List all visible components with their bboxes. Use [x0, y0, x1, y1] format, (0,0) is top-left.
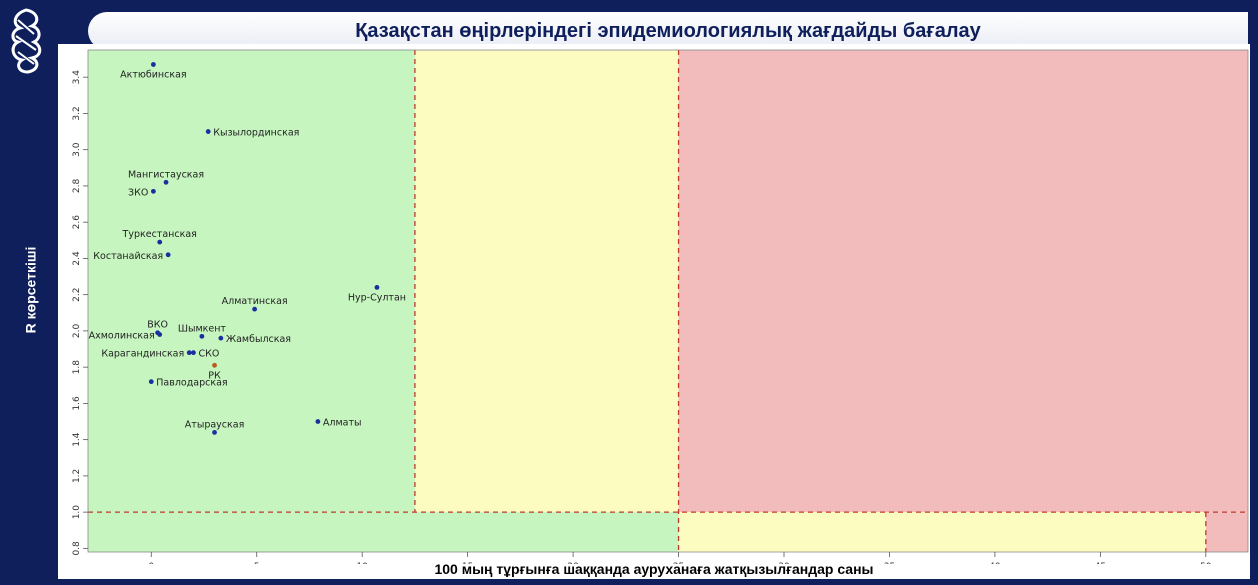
- x-tick-label: 45: [1095, 562, 1106, 564]
- y-tick-label: 2.0: [72, 323, 82, 338]
- data-point: [252, 306, 258, 312]
- x-tick-label: 15: [462, 562, 473, 564]
- data-point-label: Мангистауская: [128, 169, 204, 180]
- x-tick-label: 25: [673, 562, 684, 564]
- title-bar: Қазақстан өңірлеріндегі эпидемиологиялық…: [88, 12, 1248, 50]
- x-tick-label: 35: [884, 562, 895, 564]
- data-point-label: Актюбинская: [120, 69, 187, 80]
- y-tick-label: 1.4: [72, 432, 82, 447]
- y-tick-label: 3.4: [72, 70, 82, 85]
- data-point: [315, 419, 321, 424]
- data-point-label: ВКО: [147, 320, 168, 331]
- zone-yellow-high: [414, 50, 679, 513]
- y-tick-label: 0.8: [72, 541, 82, 556]
- y-axis-label-wrap: R көрсеткіші: [0, 230, 60, 350]
- data-point: [150, 188, 156, 194]
- data-point: [148, 379, 154, 385]
- y-tick-label: 2.4: [72, 251, 82, 266]
- data-point: [186, 350, 192, 356]
- data-point-label: Кызылординская: [213, 128, 299, 139]
- zone-green-high: [88, 50, 415, 513]
- data-point-label: Нур-Султан: [348, 292, 406, 303]
- y-tick-label: 1.0: [72, 505, 82, 520]
- logo-icon: [11, 8, 42, 74]
- data-point: [165, 252, 171, 258]
- data-point-label: Жамбылская: [226, 334, 291, 345]
- y-tick-label: 3.0: [72, 142, 82, 157]
- scatter-chart: 0.8 1.0 1.2 1.4 1.6 1.8 2.0 2.2 2.4 2.6 2.8 3.0 3.2 3…: [72, 49, 1249, 564]
- y-tick-label: 1.2: [72, 469, 82, 483]
- data-point-label: Костанайская: [93, 251, 163, 262]
- x-tick-label: 10: [356, 562, 368, 564]
- y-tick-label: 2.2: [72, 287, 82, 301]
- y-tick-label: 1.8: [72, 360, 82, 375]
- x-tick-label: 50: [1200, 562, 1212, 564]
- y-tick-label: 2.6: [72, 215, 82, 230]
- data-point-label: Карагандинская: [101, 349, 184, 360]
- data-point-label: Ахмолинская: [89, 331, 155, 342]
- y-tick-label: 3.2: [72, 106, 82, 120]
- data-point-label: ЗКО: [128, 187, 148, 198]
- data-point-label: РК: [208, 370, 221, 381]
- data-point: [157, 332, 163, 337]
- x-tick-label: 40: [989, 562, 1001, 564]
- x-axis-label: 100 мың тұрғынға шаққанда ауруханаға жат…: [434, 561, 874, 577]
- data-point-label: СКО: [198, 349, 219, 360]
- data-point: [374, 285, 380, 290]
- data-point: [191, 350, 196, 356]
- data-point: [205, 129, 211, 134]
- slide-title: Қазақстан өңірлеріндегі эпидемиологиялық…: [355, 19, 981, 42]
- y-tick-label: 2.8: [72, 178, 82, 193]
- zone-red-high: [678, 50, 1248, 513]
- data-point: [150, 62, 156, 67]
- x-tick-label: 30: [778, 562, 790, 564]
- data-point-label: Павлодарская: [156, 378, 227, 389]
- y-axis-label: R көрсеткіші: [22, 246, 38, 334]
- data-point-label: Шымкент: [178, 323, 227, 334]
- data-point: [157, 239, 163, 245]
- data-point: [212, 362, 217, 368]
- zone-yellow-low: [678, 512, 1206, 552]
- data-point-label: Алматы: [323, 418, 362, 429]
- x-tick-label: 20: [567, 562, 579, 564]
- data-point-label: Туркестанская: [122, 229, 197, 240]
- zone-red-low: [1205, 512, 1248, 552]
- x-tick-label: 5: [254, 562, 260, 564]
- data-point-label: Алматинская: [222, 296, 288, 307]
- data-point: [163, 179, 169, 185]
- y-tick-label: 1.6: [72, 396, 82, 411]
- data-point: [199, 333, 205, 339]
- data-point-label: Атырауская: [185, 419, 245, 430]
- plot-frame: [87, 49, 1249, 553]
- zone-green-low: [88, 512, 679, 552]
- data-point: [212, 429, 217, 435]
- data-point: [218, 335, 224, 341]
- x-tick-label: 0: [148, 562, 154, 564]
